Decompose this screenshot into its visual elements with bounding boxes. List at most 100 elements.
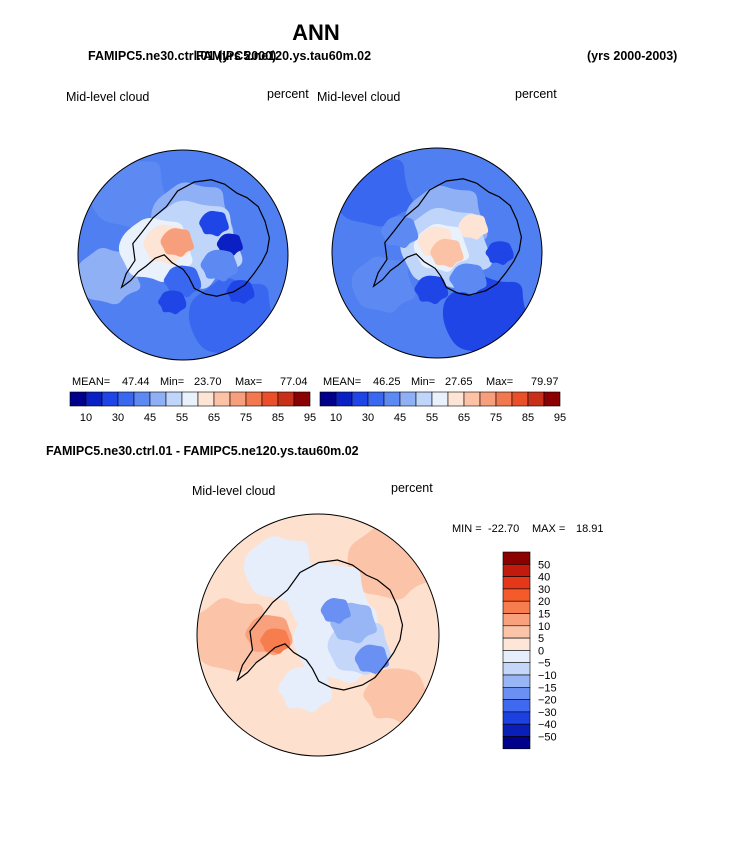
panel-diff-colorbar-swatch [502,711,531,725]
panel-left-colorbar-swatch [197,391,215,407]
panel-right-colorbar-swatch [511,391,529,407]
panel-diff-map-border [196,513,440,757]
panel-diff-colorbar-swatch [502,576,531,590]
panel-diff-colorbar-swatch [502,551,531,565]
panel-diff-colorbar-swatch [502,662,531,676]
panel-left-colorbar-tick-label: 65 [208,412,220,424]
panel-diff-colorbar-swatch [502,588,531,602]
panel-diff-contour-region [197,598,274,673]
panel-right-max-value: 79.97 [531,376,559,388]
panel-right-contour-region [414,275,449,305]
panel-right-colorbar-swatch [351,391,369,407]
panel-diff-colorbar-tick-label: 50 [538,559,550,571]
panel-right-map-border [331,147,543,359]
panel-right-colorbar-tick-label: 95 [554,412,566,424]
panel-left-colorbar-swatch [277,391,295,407]
panel-left: Mid-level cloud percent MEAN= 47.44 Min=… [66,87,316,424]
panel-right-min-label: Min= [411,376,435,388]
panel-left-contour-region [216,233,243,256]
panel-diff-max-value: 18.91 [576,523,604,535]
panel-diff-variable-label: Mid-level cloud [192,484,275,498]
panel-diff-min-value: -22.70 [488,523,519,535]
panel-left-colorbar-swatch [117,391,135,407]
panel-left-coastline [120,179,271,297]
panel-diff-colorbar-tick-label: 15 [538,609,550,621]
panel-diff-colorbar-tick-label: 5 [538,633,544,645]
panel-diff-colorbar-swatch [502,674,531,688]
panel-diff-colorbar-tick-label: −10 [538,670,557,682]
panel-diff-colorbar-swatch [502,625,531,639]
panel-right-colorbar-tick-label: 65 [458,412,470,424]
panel-right-colorbar-swatch [495,391,513,407]
panel-left-colorbar-swatch [165,391,183,407]
panel-right-mean-label: MEAN= [323,376,361,388]
panel-right-colorbar-tick-label: 10 [330,412,342,424]
panel-diff-coastline [236,559,404,691]
panel-left-variable-label: Mid-level cloud [66,90,149,104]
panel-left-colorbar-swatch [133,391,151,407]
panel-right-colorbar-swatch [431,391,449,407]
panel-left-max-label: Max= [235,376,262,388]
figure-title: ANN [292,20,340,45]
panel-right-colorbar-swatch [415,391,433,407]
panel-left-colorbar-swatch [261,391,279,407]
panel-diff-colorbar-swatch [502,600,531,614]
panel-diff-units-label: percent [391,481,433,495]
panel-left-max-value: 77.04 [280,376,308,388]
panel-diff-colorbar-swatch [502,637,531,651]
panel-diff: Mid-level cloud percent MIN = -22.70 MAX… [192,481,604,757]
panel-diff-map [197,514,439,756]
panel-left-units-label: percent [267,87,309,101]
panel-left-contour-region [200,249,238,282]
panel-left-contour-region [163,265,202,298]
panel-right-colorbar-tick-label: 30 [362,412,374,424]
panel-right-contour-region [381,216,419,249]
panel-diff-contour-region [278,666,333,713]
panel-left-contour-region [226,279,255,304]
panel-diff-colorbar-swatch [502,736,531,750]
panel-right-colorbar-swatch [367,391,385,407]
panel-left-map-border [77,149,289,361]
panel-right-max-label: Max= [486,376,513,388]
panel-right-colorbar-tick-label: 55 [426,412,438,424]
panel-right-colorbar-swatch [479,391,497,407]
panel-left-colorbar-tick-label: 75 [240,412,252,424]
panel-left-colorbar-tick-label: 85 [272,412,284,424]
panel-left-colorbar-swatch [101,391,119,407]
panel-right-contour-region [449,263,487,296]
case-years-right: (yrs 2000-2003) [587,49,677,63]
panel-diff-min-label: MIN = [452,523,482,535]
panel-diff-colorbar-tick-label: −30 [538,707,557,719]
panel-right-colorbar-tick-label: 75 [490,412,502,424]
panel-left-colorbar-tick-label: 30 [112,412,124,424]
panel-diff-colorbar-tick-label: −15 [538,682,557,694]
panel-diff-colorbar-tick-label: −40 [538,719,557,731]
panel-left-min-value: 23.70 [194,376,222,388]
panel-diff-colorbar-swatch [502,686,531,700]
panel-diff-colorbar-swatch [502,699,531,713]
panel-left-colorbar-swatch [149,391,167,407]
panel-left-colorbar-tick-label: 45 [144,412,156,424]
panel-left-colorbar-swatch [181,391,199,407]
panel-diff-colorbar-tick-label: 30 [538,584,550,596]
panel-diff-colorbar-tick-label: −20 [538,695,557,707]
panel-diff-colorbar-tick-label: −50 [538,732,557,744]
panel-diff-colorbar-swatch [502,723,531,737]
panel-left-mean-value: 47.44 [122,376,150,388]
panel-right-contour-region [458,214,489,240]
panel-right-min-value: 27.65 [445,376,473,388]
panel-diff-colorbar-tick-label: 20 [538,596,550,608]
panel-diff-colorbar-tick-label: −5 [538,658,551,670]
panel-left-contour-region [160,228,194,257]
case-title-left-overlap: FAMIPC5.ne120.ys.tau60m.02 [196,49,371,63]
panel-diff-max-label: MAX = [532,523,565,535]
panel-right-variable-label: Mid-level cloud [317,90,400,104]
panel-right-colorbar-swatch [527,391,545,407]
panel-right-colorbar-swatch [543,391,561,407]
panel-diff-colorbar-swatch [502,650,531,664]
panel-diff-colorbar-swatch [502,563,531,577]
panel-diff-contour-region [260,628,291,654]
panel-diff-contour-region [354,644,389,674]
